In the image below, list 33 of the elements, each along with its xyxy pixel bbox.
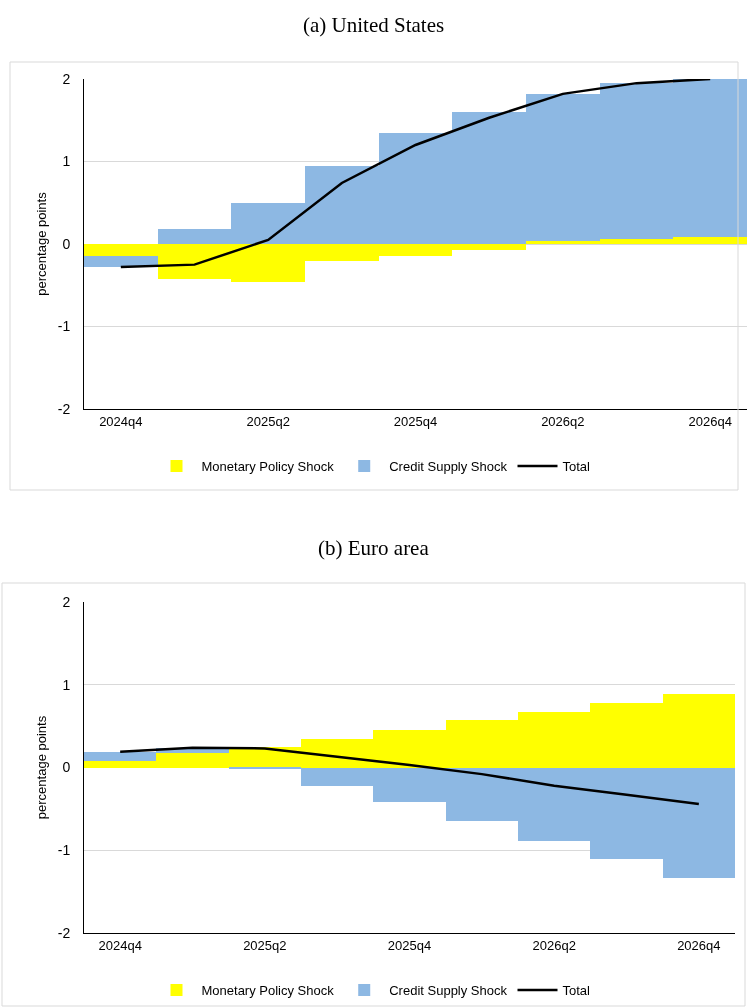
y-tick-label: -1: [57, 842, 71, 859]
legend-label: Monetary Policy Shock: [201, 459, 335, 475]
y-tick-label: 2: [62, 593, 71, 610]
chart-title: (a) United States: [303, 13, 445, 37]
x-tick-label: 2025q2: [243, 937, 287, 953]
legend-label: Total: [562, 983, 591, 999]
y-tick-label: 0: [62, 235, 71, 252]
y-axis-title: percentage points: [33, 715, 49, 820]
y-tick-label: 1: [62, 153, 71, 170]
chart-title: (b) Euro area: [318, 536, 430, 560]
legend-label: Total: [562, 459, 591, 475]
x-tick-label: 2025q4: [387, 937, 432, 953]
legend-label: Credit Supply Shock: [389, 459, 508, 475]
x-tick-label: 2024q4: [98, 937, 142, 953]
y-tick-label: 1: [62, 676, 71, 693]
x-tick-label: 2026q2: [532, 937, 576, 953]
y-tick-label: -1: [57, 318, 71, 335]
line-series: [118, 746, 701, 806]
bar: [84, 256, 158, 267]
y-tick-label: -2: [57, 924, 71, 941]
x-tick-label: 2026q2: [541, 413, 585, 429]
legend-label: Monetary Policy Shock: [201, 983, 335, 999]
x-tick-label: 2026q4: [688, 413, 732, 429]
y-tick-label: -2: [57, 400, 71, 417]
y-tick-label: 0: [62, 759, 71, 776]
y-axis-title: percentage points: [33, 191, 49, 296]
x-tick-label: 2025q4: [393, 413, 438, 429]
legend-label: Credit Supply Shock: [389, 983, 508, 999]
line-series: [119, 79, 712, 269]
y-tick-label: 2: [62, 70, 71, 87]
x-tick-label: 2026q4: [677, 937, 721, 953]
x-tick-label: 2025q2: [246, 413, 290, 429]
x-tick-label: 2024q4: [99, 413, 143, 429]
